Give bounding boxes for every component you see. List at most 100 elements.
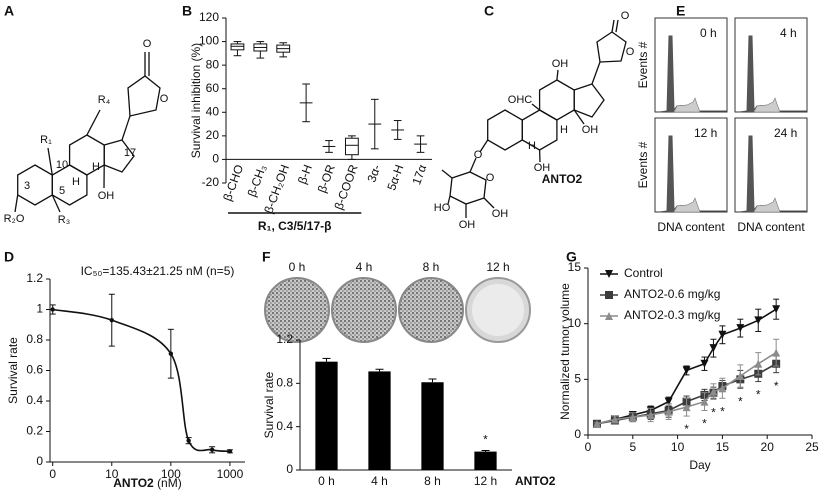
x-tick-label: 10 — [671, 440, 685, 454]
panel-label: F — [262, 249, 271, 265]
y-tick-label: 120 — [199, 10, 219, 24]
atom-label: O — [160, 93, 169, 105]
x-tick-label: 0 — [49, 467, 56, 481]
marker — [109, 317, 114, 323]
axis-title: Events # — [636, 41, 650, 88]
x-tick-label: 3α- — [364, 163, 383, 184]
atom-label: O — [474, 149, 483, 161]
marker — [754, 316, 763, 325]
atom-label: R₂O — [4, 213, 25, 225]
y-axis-title: Survival inhibition (%) — [189, 43, 203, 158]
x-axis-title: Day — [689, 458, 710, 472]
marker — [709, 387, 718, 396]
y-tick-label: 0.2 — [26, 424, 43, 438]
significance-mark: * — [756, 388, 761, 402]
marker — [736, 371, 745, 380]
y-tick-label: 40 — [206, 104, 220, 118]
significance-mark: * — [702, 417, 707, 431]
bar — [368, 371, 391, 470]
y-tick-label: 1.2 — [276, 332, 293, 346]
x-tick-label: β-OR — [315, 162, 338, 194]
marker — [754, 359, 763, 368]
x-tick-label: 8 h — [424, 474, 441, 488]
x-tick-label: 4 h — [371, 474, 388, 488]
legend-label: ANTO2-0.6 mg/kg — [624, 287, 720, 301]
legend-label: Control — [624, 266, 663, 280]
panel-label: A — [4, 3, 14, 19]
marker — [50, 307, 55, 312]
panel-label: B — [182, 3, 192, 19]
marker — [700, 359, 709, 368]
atom-label: O — [626, 46, 635, 58]
y-tick-label: 0 — [36, 454, 43, 468]
atom-label: OH — [492, 208, 509, 220]
atom-label: 17 — [124, 147, 136, 159]
atom-label: R₁ — [40, 134, 52, 146]
panel-label: D — [4, 249, 14, 265]
x-tick-label: 5 — [629, 440, 636, 454]
marker — [610, 415, 619, 424]
marker — [646, 410, 655, 419]
atom-label: R₄ — [98, 94, 111, 106]
marker — [682, 366, 691, 375]
y-tick-label: 0 — [574, 427, 581, 441]
y-axis-title: Survival rate — [6, 337, 20, 404]
y-axis-title: Survival rate — [262, 371, 276, 438]
dish-label: 8 h — [423, 260, 440, 274]
x-tick-label: 0 h — [318, 474, 335, 488]
x-tick-label: 12 h — [474, 474, 497, 488]
time-label: 4 h — [780, 26, 797, 40]
axis-title: Events # — [636, 141, 650, 188]
y-tick-label: 60 — [206, 81, 220, 95]
box — [230, 43, 245, 51]
marker — [682, 403, 691, 412]
atom-label: 3 — [24, 180, 30, 192]
series-line — [596, 351, 777, 425]
x-axis-title-name: ANTO2 — [113, 476, 154, 490]
x-tick-label: 1000 — [217, 467, 244, 481]
atom-label: O — [143, 38, 152, 50]
atom-label: H — [560, 124, 568, 136]
y-tick-label: 0 — [286, 462, 293, 476]
x-tick-label: 17α — [409, 163, 429, 187]
atom-label: H — [72, 176, 80, 188]
x-axis-title: ANTO2 — [515, 474, 556, 488]
significance-mark: * — [684, 422, 689, 436]
y-tick-label: 15 — [568, 260, 582, 274]
marker — [700, 397, 709, 406]
atom-label: H — [92, 161, 100, 173]
marker — [168, 351, 174, 356]
series-line — [52, 308, 230, 453]
atom-label: OH — [98, 190, 115, 202]
x-tick-label: 20 — [761, 440, 775, 454]
y-tick-label: 10 — [568, 316, 582, 330]
significance-mark: * — [738, 394, 743, 408]
y-tick-label: 0.6 — [26, 363, 43, 377]
dish-label: 4 h — [356, 260, 373, 274]
annotation: * — [483, 433, 488, 447]
marker — [186, 438, 191, 443]
marker — [718, 384, 727, 393]
x-tick-label: β-CH₃ — [245, 163, 270, 199]
marker — [736, 324, 745, 333]
x-tick-label: 5α-H — [384, 163, 406, 192]
time-label: 24 h — [774, 126, 797, 140]
marker — [605, 291, 613, 299]
x-tick-label: 10 — [105, 467, 119, 481]
marker — [772, 348, 781, 357]
significance-mark: * — [720, 404, 725, 418]
structure-a: O O R₄ R₁ 10 H H 17 3 5 R₂O R₃ OH — [4, 38, 169, 226]
marker — [605, 312, 613, 320]
bar — [474, 451, 497, 470]
atom-label: OHC — [508, 94, 533, 106]
time-label: 12 h — [694, 126, 717, 140]
group-label: R₁, C3/5/17-β — [258, 219, 332, 233]
legend-label: ANTO2-0.3 mg/kg — [624, 308, 720, 322]
marker — [209, 447, 215, 452]
atom-label: OH — [534, 162, 551, 174]
x-axis-title: ANTO2 (nM) — [113, 476, 181, 490]
x-tick-label: 100 — [161, 467, 181, 481]
dish-label: 0 h — [289, 260, 306, 274]
atom-label: 5 — [59, 185, 65, 197]
